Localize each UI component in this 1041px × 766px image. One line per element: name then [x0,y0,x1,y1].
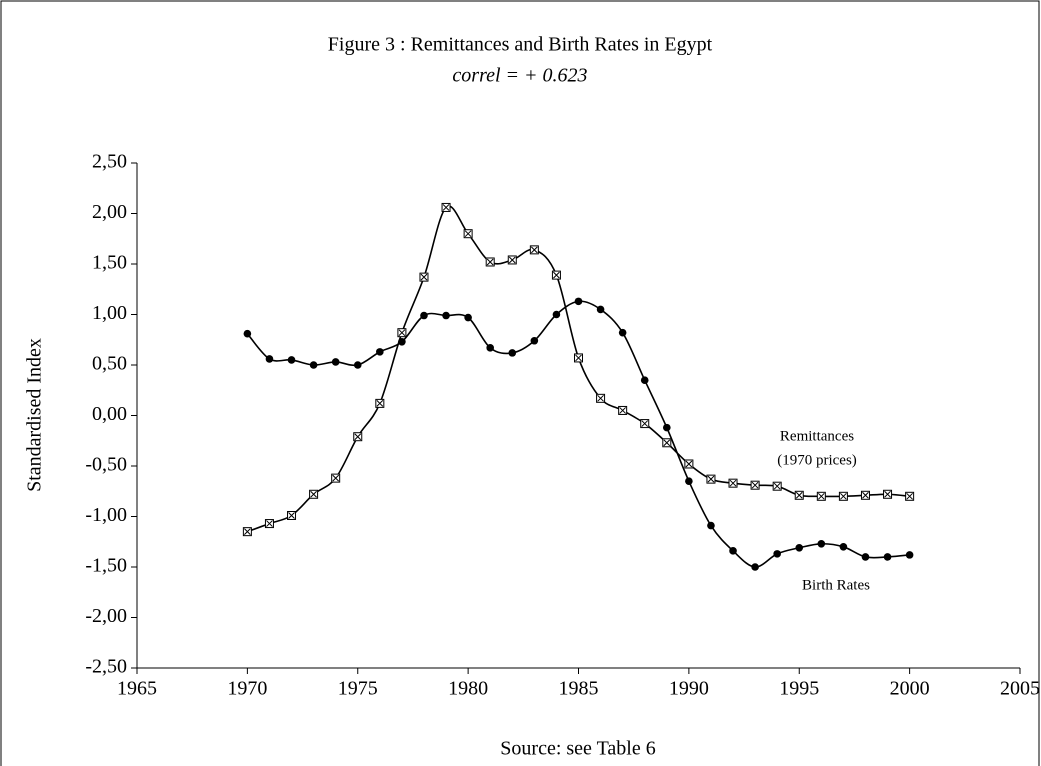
y-tick-label: 0,00 [92,403,127,425]
data-point-cross [663,439,671,447]
data-point-cross [332,474,340,482]
x-tick-label: 2005 [1000,678,1040,700]
x-tick-label: 1995 [779,678,819,700]
data-point-cross [530,246,538,254]
data-point [464,313,472,322]
data-point [265,355,274,363]
data-point-cross [597,394,604,402]
data-point [729,547,737,555]
chart-title: Figure 3 : Remittances and Birth Rates i… [328,34,713,56]
data-point-cross [288,512,295,519]
x-tick-label: 1975 [338,678,378,700]
y-tick-label: -1,50 [85,555,127,577]
data-point-cross [707,475,715,483]
data-point [773,550,781,558]
y-tick-label: -2,50 [85,656,127,678]
data-point-cross [575,354,582,362]
data-point [618,328,627,337]
data-point [861,553,870,561]
data-point-cross [840,492,847,500]
data-point-cross [641,420,649,427]
data-point [287,356,296,364]
data-point-cross [773,482,781,490]
data-point-cross [354,433,362,441]
y-tick-label: -0,50 [85,454,127,476]
y-tick-label: 2,00 [92,201,127,223]
data-point-cross [906,492,913,500]
data-point [530,336,539,345]
data-point [640,376,649,384]
y-tick-label: -1,00 [85,504,127,526]
data-point [707,521,715,530]
data-point-cross [376,400,384,407]
x-tick-label: 1965 [117,678,157,700]
data-point-cross [795,491,803,499]
annotation: (1970 prices) [777,452,857,468]
data-point-cross [729,479,737,487]
x-tick-label: 1990 [669,678,709,700]
data-point [685,477,693,485]
data-point-cross [486,258,494,266]
data-point [486,344,495,352]
data-point [751,563,759,571]
data-point [596,305,605,314]
x-tick-label: 1980 [448,678,488,700]
data-point [243,329,252,338]
data-point [839,543,848,551]
data-point [442,311,450,320]
data-point-cross [244,528,251,536]
data-point-cross [464,230,472,238]
chart-subtitle: correl = + 0.623 [452,65,587,87]
data-point [398,337,406,346]
data-point-cross [751,481,759,489]
data-point [817,539,826,548]
data-point-cross [817,492,825,500]
data-point [508,349,517,357]
data-point [309,361,318,369]
data-point-cross [619,407,627,414]
data-point-cross [508,256,516,264]
data-point [574,297,583,306]
data-point-cross [266,520,273,527]
data-point-cross [884,490,891,498]
data-point-cross [398,329,406,337]
data-point [552,310,561,319]
y-tick-label: 1,50 [92,252,127,274]
x-tick-label: 1985 [559,678,599,700]
data-point [883,553,892,561]
data-point [353,361,362,369]
data-point-cross [862,491,869,499]
data-point [905,551,914,559]
data-point-cross [420,273,428,281]
y-axis-label: Standardised Index [24,338,46,492]
data-point [663,423,671,432]
data-point-cross [685,460,693,468]
data-point [331,358,340,366]
x-tick-label: 2000 [890,678,930,700]
y-tick-label: 1,00 [92,302,127,324]
data-point-cross [310,490,317,498]
series-label: Remittances [780,428,854,444]
data-point [376,348,384,356]
data-point [795,544,804,552]
data-point-cross [442,204,450,211]
data-point [420,311,428,320]
y-tick-label: 2,50 [92,151,127,173]
x-tick-label: 1970 [227,678,267,700]
data-point-cross [553,271,560,279]
x-axis-label: Source: see Table 6 [500,738,655,760]
series-label: Birth Rates [802,577,870,593]
y-tick-label: -2,00 [85,605,127,627]
y-tick-label: 0,50 [92,353,127,375]
